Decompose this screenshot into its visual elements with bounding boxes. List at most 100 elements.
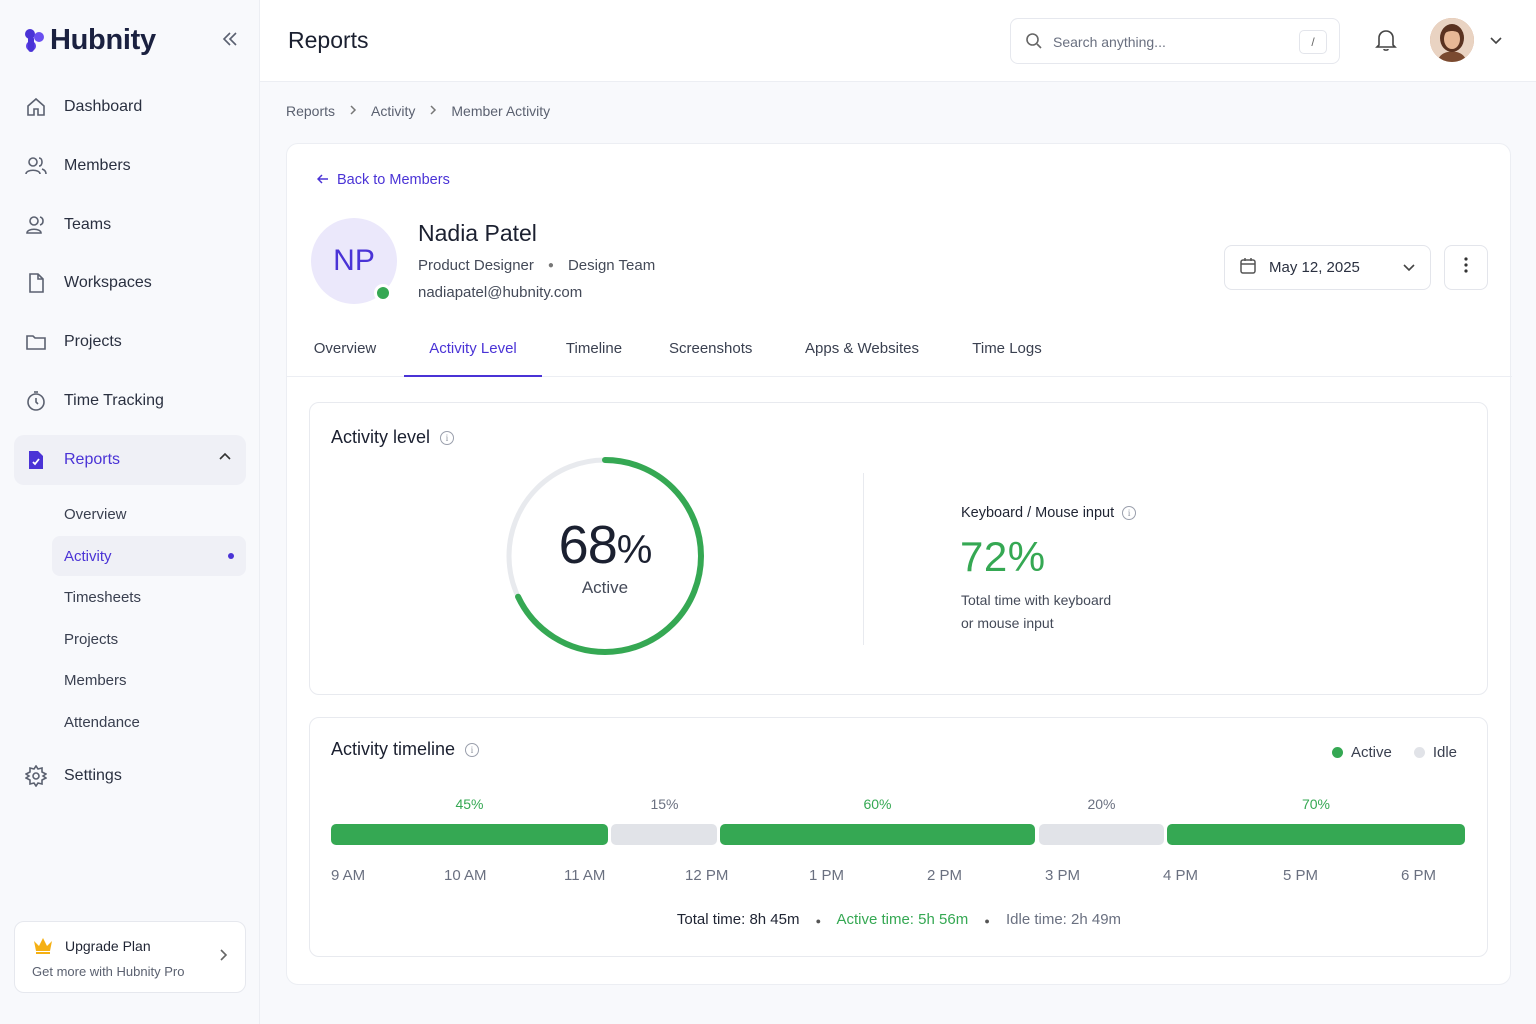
segment-label: 20% [1087,796,1116,812]
brand-logo[interactable]: Hubnity [24,24,156,57]
submenu-item-attendance[interactable]: Attendance [64,713,140,731]
active-time-label: Active time: [836,911,914,928]
folder-icon [24,330,48,354]
keyboard-mouse-value: 72% [960,533,1046,580]
date-picker[interactable]: May 12, 2025 [1224,245,1431,290]
timeline-segment-idle[interactable] [1039,824,1164,845]
sidebar-item-teams[interactable]: Teams [14,200,246,250]
sidebar-item-projects[interactable]: Projects [14,317,246,367]
upgrade-plan-card[interactable]: Upgrade Plan Get more with Hubnity Pro [14,921,246,993]
panel-title-text: Activity level [331,427,431,447]
panel-title-text: Activity timeline [331,739,456,759]
user-avatar[interactable] [1430,18,1474,62]
sidebar-nav: Dashboard Members Teams Workspaces Proje… [14,82,246,494]
sidebar-item-label: Reports [64,450,121,468]
gear-icon [24,764,48,788]
info-icon[interactable]: i [440,430,455,445]
stopwatch-icon [24,389,48,413]
notification-bell-icon[interactable] [1375,28,1397,57]
keyboard-mouse-description: Total time with keyboard or mouse input [961,589,1161,635]
tab-timeline[interactable]: Timeline [565,340,623,357]
legend-swatch-idle [1413,747,1425,758]
separator-dot: ● [547,260,554,271]
timeline-segment-idle[interactable] [611,824,717,845]
tab-overview[interactable]: Overview [313,340,377,357]
selected-date: May 12, 2025 [1269,259,1360,276]
page-title: Reports [288,27,369,53]
hour-tick: 2 PM [927,867,963,884]
keyboard-desc-line-1: Total time with keyboard [961,592,1112,608]
info-icon[interactable]: i [1122,506,1137,520]
submenu-item-projects[interactable]: Projects [64,630,119,648]
member-activity-card: Back to Members NP Nadia Patel Product D… [286,143,1512,985]
tab-time-logs[interactable]: Time Logs [972,340,1042,357]
sidebar-item-workspaces[interactable]: Workspaces [14,258,246,308]
breadcrumb-activity[interactable]: Activity [371,103,416,119]
chevron-right-icon [349,103,357,119]
chevron-down-icon [1402,260,1416,278]
keyboard-desc-line-2: or mouse input [961,615,1054,631]
sidebar-item-label: Settings [64,767,122,784]
users-icon [24,154,48,178]
chevron-right-icon [429,103,437,119]
activity-timeline-title: Activity timeline i [331,739,480,760]
tab-screenshots[interactable]: Screenshots [669,340,753,357]
member-tabs: Overview Activity Level Timeline Screens… [287,340,1512,377]
sidebar-item-label: Dashboard [64,98,143,115]
active-time-value: 5h 56m [918,911,969,928]
member-role: Product Designer [418,257,534,274]
submenu-item-timesheets[interactable]: Timesheets [64,588,141,606]
sidebar-item-time-tracking[interactable]: Time Tracking [14,376,246,426]
legend-idle: Idle [1413,744,1457,761]
timeline-segment-active[interactable] [331,824,608,845]
idle-time-label: Idle time: [1005,911,1067,928]
search-input[interactable] [1053,29,1283,55]
hour-tick: 1 PM [809,867,845,884]
activity-percent: 68% [503,514,707,576]
search-icon [1025,32,1043,55]
more-options-button[interactable] [1444,245,1488,290]
tab-apps-websites[interactable]: Apps & Websites [805,340,919,357]
hubnity-logo-icon [25,28,44,52]
back-to-members-link[interactable]: Back to Members [316,172,450,188]
timeline-segment-active[interactable] [720,824,1035,845]
ring-progress [506,457,704,655]
info-icon[interactable]: i [465,742,480,757]
chevron-up-icon[interactable] [218,450,232,469]
submenu-item-activity[interactable]: Activity [52,536,246,576]
search-box[interactable]: / [1010,18,1340,64]
breadcrumb-reports[interactable]: Reports [286,103,336,119]
hour-tick: 12 PM [685,867,729,884]
collapse-sidebar-icon[interactable] [221,30,241,52]
upgrade-subtitle: Get more with Hubnity Pro [32,964,185,979]
sidebar-item-label: Projects [64,333,122,351]
sidebar-item-reports[interactable]: Reports [14,434,246,485]
hour-tick: 3 PM [1045,867,1081,884]
member-email: nadiapatel@hubnity.com [418,284,583,301]
sidebar-item-settings[interactable]: Settings [14,751,246,801]
member-role-line: Product Designer ● Design Team [418,257,655,274]
sidebar-item-members[interactable]: Members [14,141,246,191]
activity-percent-number: 68 [558,515,618,575]
sidebar-item-label: Members [64,156,131,174]
chevron-down-icon[interactable] [1489,33,1503,52]
settings-container: Settings [14,751,246,810]
hour-tick: 11 AM [564,867,606,884]
member-name: Nadia Patel [418,220,537,246]
separator-dot: ● [815,916,822,926]
hour-tick: 9 AM [331,867,366,884]
activity-level-title: Activity level i [331,427,455,448]
activity-timeline-panel: Activity timeline i Active Idle 45% 15% … [309,717,1488,957]
submenu-item-overview[interactable]: Overview [64,505,127,523]
timeline-segment-active[interactable] [1167,824,1465,845]
legend-active: Active [1331,744,1392,761]
submenu-item-members[interactable]: Members [64,671,127,689]
sidebar-item-dashboard[interactable]: Dashboard [14,82,246,132]
tab-activity-level[interactable]: Activity Level [404,340,542,377]
hour-tick: 4 PM [1163,867,1199,884]
sidebar-item-label: Time Tracking [64,391,164,409]
sidebar-item-label: Workspaces [64,274,152,292]
hour-tick: 10 AM [444,867,487,884]
total-time-value: 8h 45m [749,911,800,928]
segment-label: 15% [650,796,679,812]
